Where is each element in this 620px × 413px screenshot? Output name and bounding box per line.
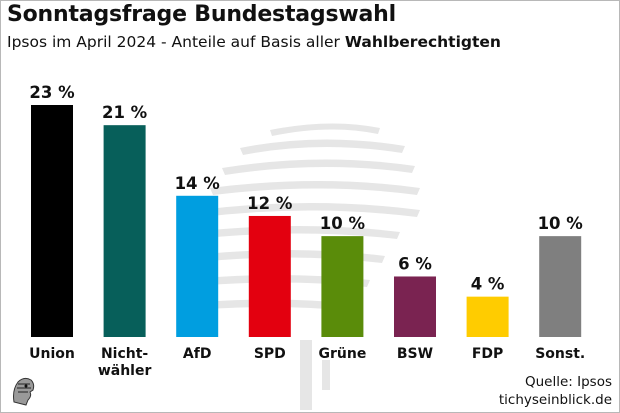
tichys-einblick-logo-icon — [6, 372, 40, 408]
value-label-1: 21 % — [102, 103, 148, 122]
category-label-2: AfD — [183, 346, 212, 362]
category-label-6: FDP — [472, 346, 503, 362]
category-label-5: BSW — [397, 346, 433, 362]
category-label-3: SPD — [254, 346, 286, 362]
value-label-2: 14 % — [175, 174, 221, 193]
category-label-1: Nicht-wähler — [98, 346, 152, 379]
bar-0 — [31, 105, 73, 337]
value-label-0: 23 % — [29, 83, 75, 102]
category-label-4: Grüne — [318, 346, 366, 362]
value-label-5: 6 % — [398, 254, 432, 273]
value-label-3: 12 % — [247, 194, 293, 213]
category-label-0: Union — [29, 346, 75, 362]
chart-subtitle: Ipsos im April 2024 - Anteile auf Basis … — [7, 33, 501, 51]
value-label-6: 4 % — [471, 275, 505, 294]
chart-title: Sonntagsfrage Bundestagswahl — [7, 2, 396, 27]
subtitle-text: Ipsos im April 2024 - Anteile auf Basis … — [7, 33, 345, 51]
bar-7 — [539, 236, 582, 337]
bar-2 — [176, 195, 219, 337]
bar-5 — [394, 276, 436, 337]
subtitle-bold: Wahlberechtigten — [344, 33, 501, 51]
site-text: tichyseinblick.de — [498, 392, 612, 408]
bar-6 — [466, 296, 509, 337]
category-label-7: Sonst. — [535, 346, 585, 362]
source-note: Quelle: Ipsos tichyseinblick.de — [499, 373, 612, 409]
bar-4 — [321, 236, 364, 337]
value-label-4: 10 % — [320, 214, 366, 233]
source-text: Quelle: Ipsos — [524, 374, 612, 390]
bar-1 — [103, 125, 146, 337]
value-label-7: 10 % — [538, 214, 584, 233]
bar-3 — [248, 215, 291, 337]
